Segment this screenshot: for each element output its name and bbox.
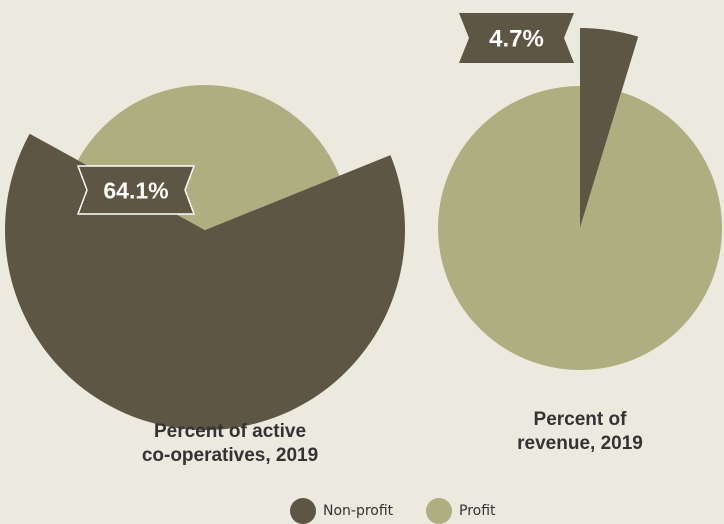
left-title-line-1: Percent of active: [153, 421, 307, 442]
left-chart-title: Percent of active co-operatives, 2019: [100, 420, 360, 468]
pie1-nonprofit-data-label: 64.1%: [103, 177, 168, 203]
right-chart-title: Percent of revenue, 2019: [480, 408, 680, 456]
legend-item-nonprofit: Non-profit: [290, 498, 394, 524]
legend-item-profit: Profit: [426, 498, 496, 524]
pie2-nonprofit-badge: 4.7%: [459, 13, 574, 63]
pie2-nonprofit-data-label: 4.7%: [489, 26, 544, 53]
pie2-slice-profit: [437, 85, 722, 370]
pie2-slice-non-profit: [580, 28, 639, 228]
left-title-line-2: co-operatives, 2019: [141, 445, 319, 466]
legend-swatch-nonprofit: [290, 498, 316, 524]
pie2-nonprofit-badge-shape: [459, 13, 574, 63]
legend-label-profit: Profit: [459, 503, 496, 519]
pie1-nonprofit-badge: 64.1%: [76, 165, 196, 215]
pie1-nonprofit-badge-shape: [76, 165, 196, 215]
legend-swatch-profit: [426, 498, 452, 524]
legend-label-nonprofit: Non-profit: [323, 503, 394, 519]
right-title-line-1: Percent of: [533, 409, 627, 430]
right-title-line-2: revenue, 2019: [517, 433, 643, 454]
